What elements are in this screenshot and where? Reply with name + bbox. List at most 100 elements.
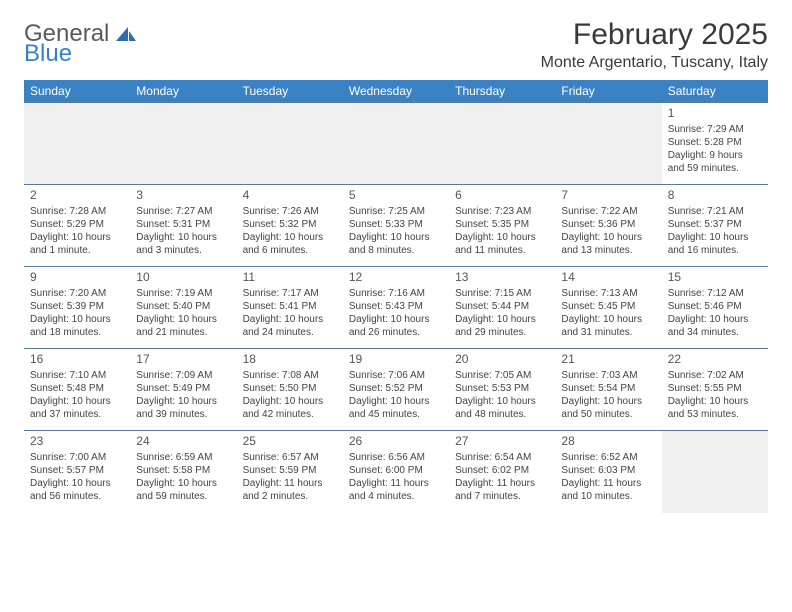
day-number: 6 xyxy=(455,188,549,204)
sunset-text: Sunset: 5:53 PM xyxy=(455,382,549,395)
day-cell: 1Sunrise: 7:29 AMSunset: 5:28 PMDaylight… xyxy=(662,103,768,185)
daylight-text: Daylight: 10 hours xyxy=(136,231,230,244)
sunrise-text: Sunrise: 7:08 AM xyxy=(243,369,337,382)
daylight-text: Daylight: 11 hours xyxy=(561,477,655,490)
week-row: 2Sunrise: 7:28 AMSunset: 5:29 PMDaylight… xyxy=(24,185,768,267)
dow-header-cell: Sunday xyxy=(24,80,130,103)
daylight-text: Daylight: 10 hours xyxy=(561,313,655,326)
day-cell: 6Sunrise: 7:23 AMSunset: 5:35 PMDaylight… xyxy=(449,185,555,267)
sunset-text: Sunset: 5:49 PM xyxy=(136,382,230,395)
daylight-text: Daylight: 10 hours xyxy=(30,477,124,490)
sunset-text: Sunset: 5:52 PM xyxy=(349,382,443,395)
daylight-text: Daylight: 10 hours xyxy=(243,231,337,244)
calendar-page: General Blue February 2025 Monte Argenta… xyxy=(0,0,792,531)
month-title: February 2025 xyxy=(541,18,768,52)
empty-cell xyxy=(662,431,768,513)
daylight-text: Daylight: 10 hours xyxy=(668,395,762,408)
sunrise-text: Sunrise: 7:28 AM xyxy=(30,205,124,218)
sunrise-text: Sunrise: 7:16 AM xyxy=(349,287,443,300)
daylight-text: and 31 minutes. xyxy=(561,326,655,339)
day-cell: 22Sunrise: 7:02 AMSunset: 5:55 PMDayligh… xyxy=(662,349,768,431)
day-number: 23 xyxy=(30,434,124,450)
day-number: 19 xyxy=(349,352,443,368)
sunrise-text: Sunrise: 7:02 AM xyxy=(668,369,762,382)
day-cell: 26Sunrise: 6:56 AMSunset: 6:00 PMDayligh… xyxy=(343,431,449,513)
day-number: 13 xyxy=(455,270,549,286)
daylight-text: and 24 minutes. xyxy=(243,326,337,339)
sunrise-text: Sunrise: 7:10 AM xyxy=(30,369,124,382)
sunrise-text: Sunrise: 6:56 AM xyxy=(349,451,443,464)
day-number: 7 xyxy=(561,188,655,204)
sunrise-text: Sunrise: 7:22 AM xyxy=(561,205,655,218)
day-number: 4 xyxy=(243,188,337,204)
sunset-text: Sunset: 5:33 PM xyxy=(349,218,443,231)
day-cell: 9Sunrise: 7:20 AMSunset: 5:39 PMDaylight… xyxy=(24,267,130,349)
daylight-text: Daylight: 10 hours xyxy=(243,395,337,408)
location: Monte Argentario, Tuscany, Italy xyxy=(541,54,768,72)
sunset-text: Sunset: 5:43 PM xyxy=(349,300,443,313)
sunset-text: Sunset: 5:37 PM xyxy=(668,218,762,231)
daylight-text: Daylight: 10 hours xyxy=(668,313,762,326)
day-cell: 14Sunrise: 7:13 AMSunset: 5:45 PMDayligh… xyxy=(555,267,661,349)
week-row: 9Sunrise: 7:20 AMSunset: 5:39 PMDaylight… xyxy=(24,267,768,349)
sunset-text: Sunset: 6:00 PM xyxy=(349,464,443,477)
day-cell: 13Sunrise: 7:15 AMSunset: 5:44 PMDayligh… xyxy=(449,267,555,349)
day-number: 20 xyxy=(455,352,549,368)
sunrise-text: Sunrise: 6:54 AM xyxy=(455,451,549,464)
sunrise-text: Sunrise: 7:17 AM xyxy=(243,287,337,300)
sunrise-text: Sunrise: 7:21 AM xyxy=(668,205,762,218)
sunset-text: Sunset: 6:03 PM xyxy=(561,464,655,477)
day-number: 16 xyxy=(30,352,124,368)
dow-header-cell: Saturday xyxy=(662,80,768,103)
daylight-text: and 10 minutes. xyxy=(561,490,655,503)
daylight-text: Daylight: 10 hours xyxy=(455,395,549,408)
day-cell: 12Sunrise: 7:16 AMSunset: 5:43 PMDayligh… xyxy=(343,267,449,349)
day-cell: 10Sunrise: 7:19 AMSunset: 5:40 PMDayligh… xyxy=(130,267,236,349)
daylight-text: Daylight: 10 hours xyxy=(349,395,443,408)
daylight-text: Daylight: 10 hours xyxy=(668,231,762,244)
logo-sail-icon xyxy=(116,28,136,45)
day-cell: 7Sunrise: 7:22 AMSunset: 5:36 PMDaylight… xyxy=(555,185,661,267)
day-number: 24 xyxy=(136,434,230,450)
daylight-text: and 50 minutes. xyxy=(561,408,655,421)
daylight-text: and 56 minutes. xyxy=(30,490,124,503)
daylight-text: and 39 minutes. xyxy=(136,408,230,421)
sunrise-text: Sunrise: 7:00 AM xyxy=(30,451,124,464)
day-cell: 16Sunrise: 7:10 AMSunset: 5:48 PMDayligh… xyxy=(24,349,130,431)
daylight-text: Daylight: 10 hours xyxy=(561,231,655,244)
sunset-text: Sunset: 5:55 PM xyxy=(668,382,762,395)
dow-header-row: SundayMondayTuesdayWednesdayThursdayFrid… xyxy=(24,80,768,103)
daylight-text: Daylight: 11 hours xyxy=(349,477,443,490)
day-cell: 23Sunrise: 7:00 AMSunset: 5:57 PMDayligh… xyxy=(24,431,130,513)
sunset-text: Sunset: 5:54 PM xyxy=(561,382,655,395)
empty-cell xyxy=(130,103,236,185)
daylight-text: and 34 minutes. xyxy=(668,326,762,339)
daylight-text: Daylight: 10 hours xyxy=(136,395,230,408)
day-cell: 3Sunrise: 7:27 AMSunset: 5:31 PMDaylight… xyxy=(130,185,236,267)
daylight-text: and 1 minute. xyxy=(30,244,124,257)
empty-cell xyxy=(24,103,130,185)
day-cell: 11Sunrise: 7:17 AMSunset: 5:41 PMDayligh… xyxy=(237,267,343,349)
sunrise-text: Sunrise: 7:03 AM xyxy=(561,369,655,382)
day-number: 28 xyxy=(561,434,655,450)
sunrise-text: Sunrise: 7:29 AM xyxy=(668,123,762,136)
daylight-text: and 42 minutes. xyxy=(243,408,337,421)
sunrise-text: Sunrise: 7:06 AM xyxy=(349,369,443,382)
sunrise-text: Sunrise: 7:23 AM xyxy=(455,205,549,218)
sunset-text: Sunset: 5:59 PM xyxy=(243,464,337,477)
daylight-text: and 21 minutes. xyxy=(136,326,230,339)
sunset-text: Sunset: 5:39 PM xyxy=(30,300,124,313)
day-number: 12 xyxy=(349,270,443,286)
daylight-text: Daylight: 10 hours xyxy=(349,313,443,326)
day-cell: 2Sunrise: 7:28 AMSunset: 5:29 PMDaylight… xyxy=(24,185,130,267)
dow-header-cell: Thursday xyxy=(449,80,555,103)
daylight-text: Daylight: 9 hours xyxy=(668,149,762,162)
day-cell: 27Sunrise: 6:54 AMSunset: 6:02 PMDayligh… xyxy=(449,431,555,513)
sunrise-text: Sunrise: 7:15 AM xyxy=(455,287,549,300)
daylight-text: Daylight: 10 hours xyxy=(136,313,230,326)
sunset-text: Sunset: 5:32 PM xyxy=(243,218,337,231)
daylight-text: Daylight: 10 hours xyxy=(30,313,124,326)
sunset-text: Sunset: 5:36 PM xyxy=(561,218,655,231)
sunset-text: Sunset: 5:41 PM xyxy=(243,300,337,313)
dow-header-cell: Friday xyxy=(555,80,661,103)
